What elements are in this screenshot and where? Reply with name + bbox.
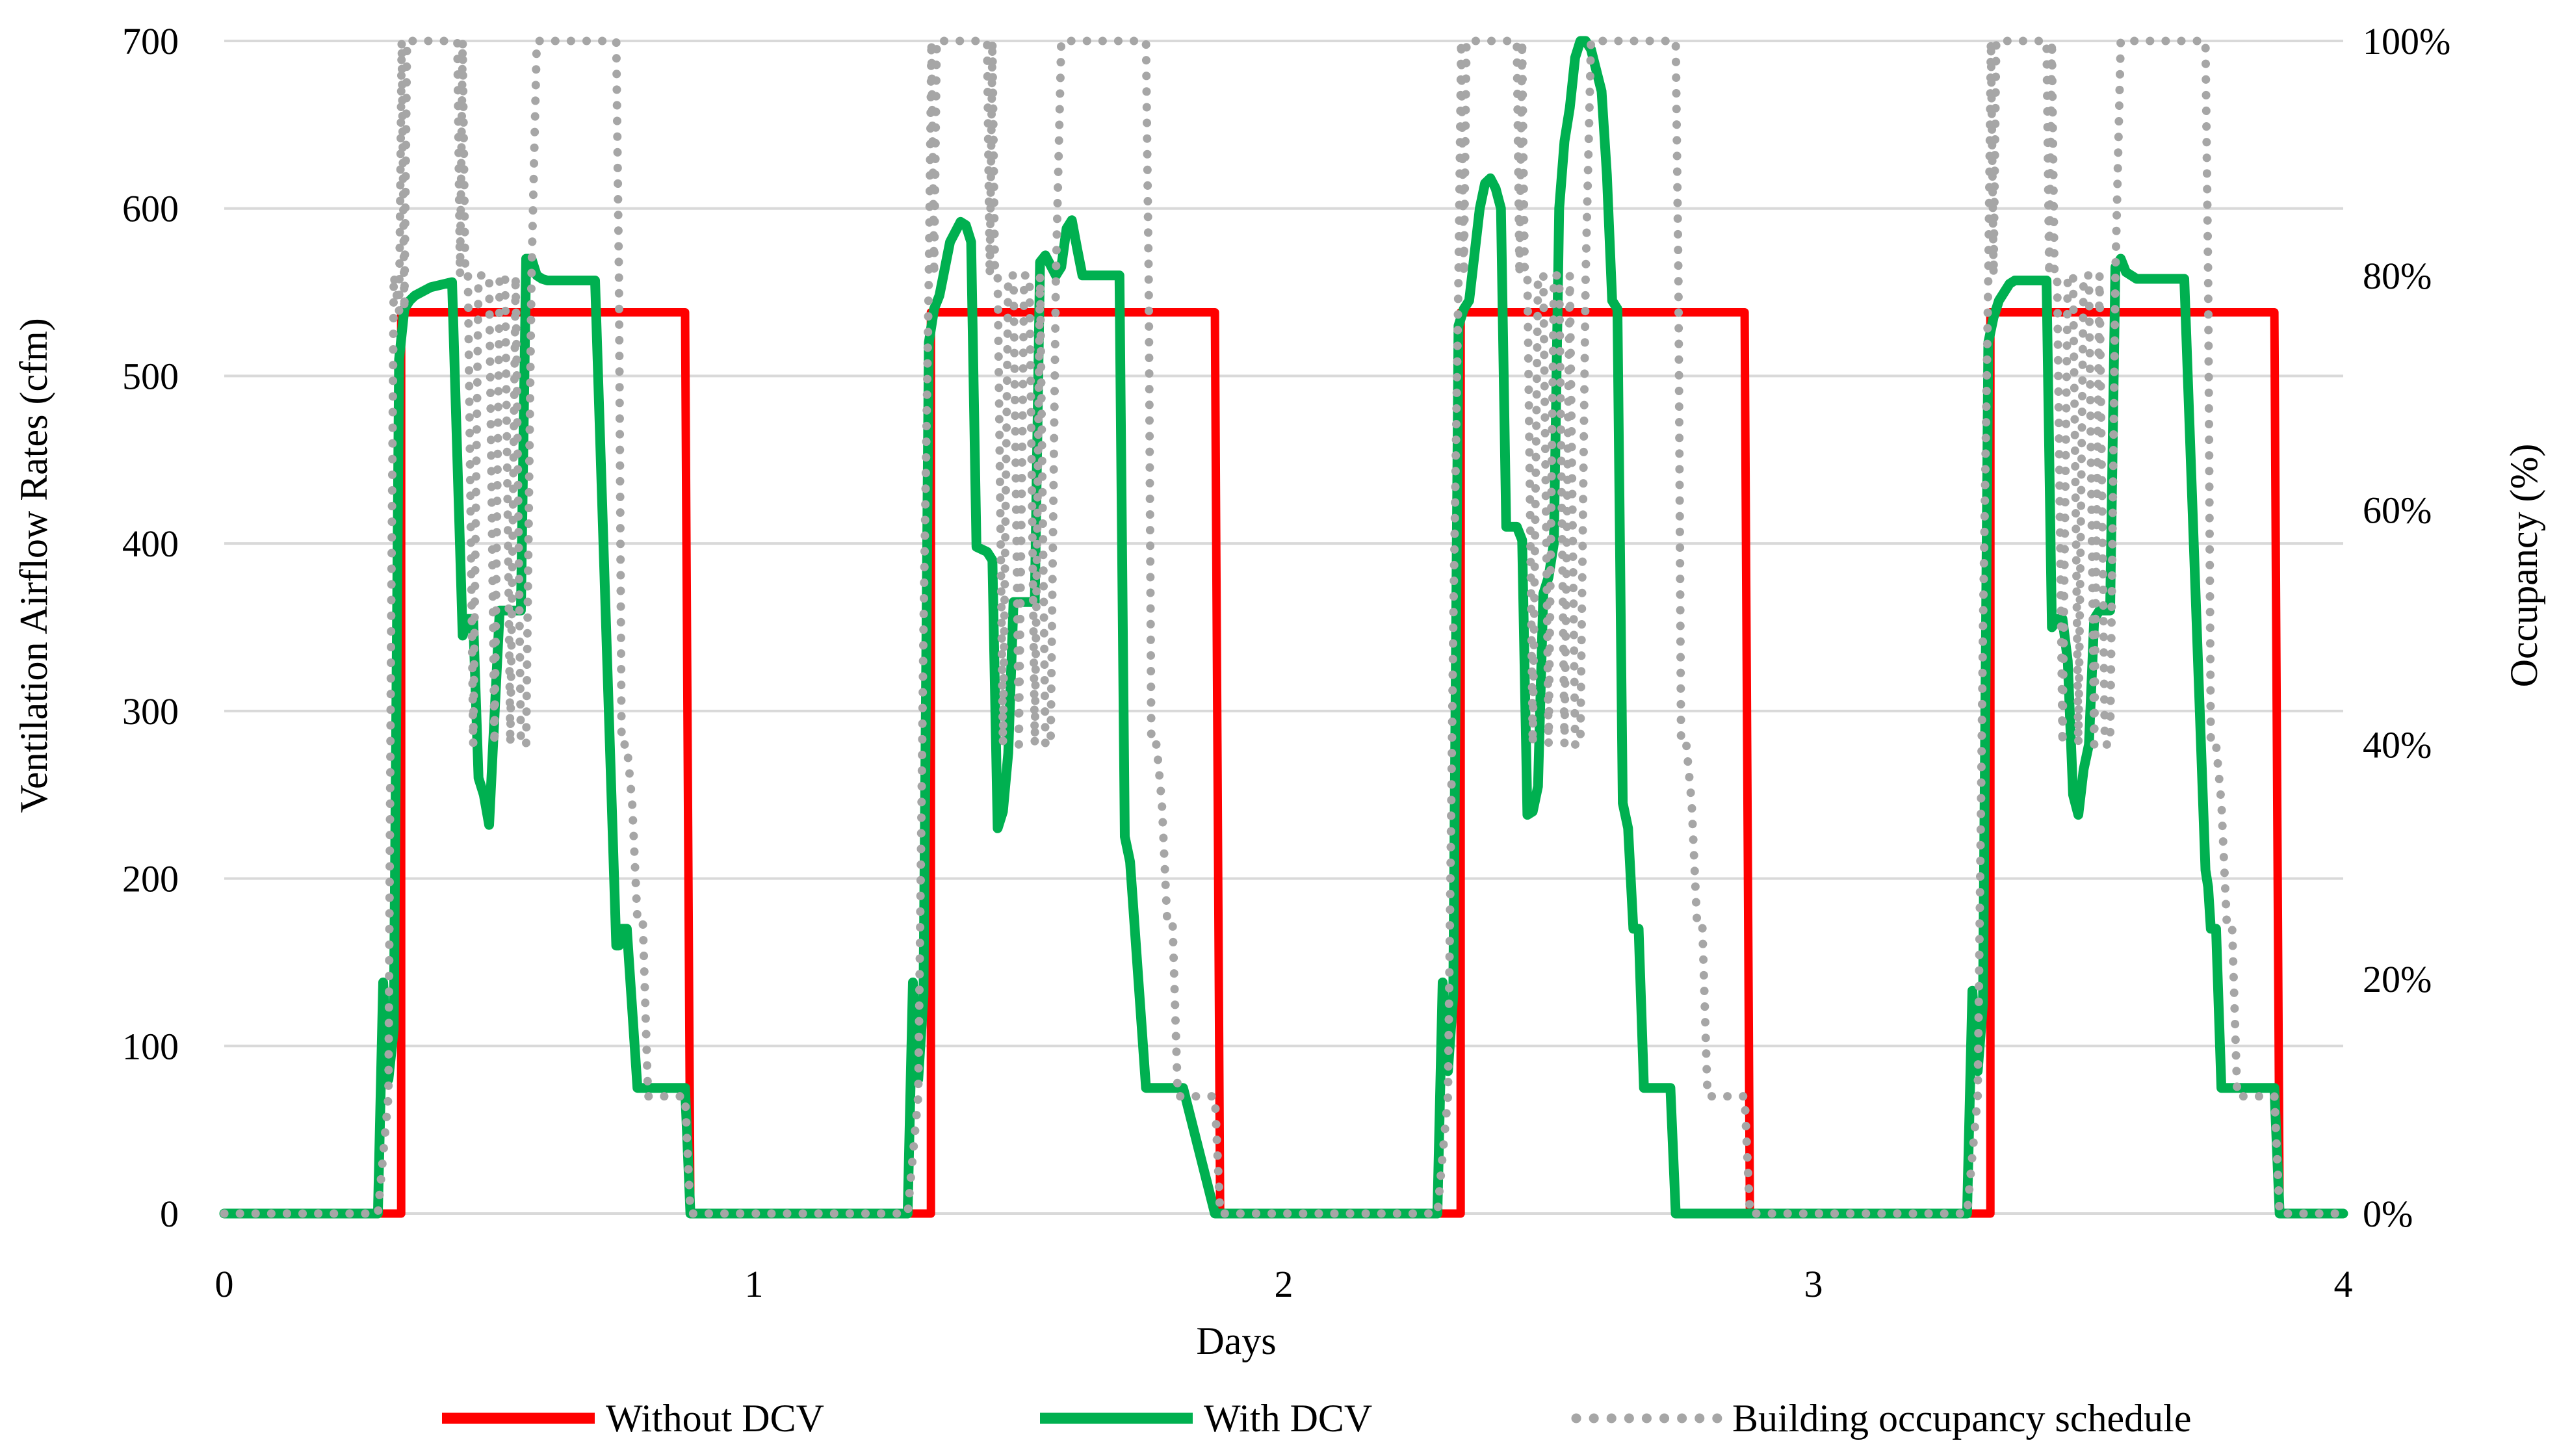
series-line-occupancy bbox=[220, 36, 2348, 1218]
series-line-without-dcv bbox=[224, 308, 2343, 1218]
y-tick-label-4: 400 bbox=[122, 523, 179, 565]
x-axis: 0 1 2 3 4 bbox=[215, 1263, 2353, 1305]
y-tick-label-3: 300 bbox=[122, 690, 179, 733]
x-tick-label-4: 4 bbox=[2334, 1263, 2353, 1305]
y-tick-label-7: 700 bbox=[122, 20, 179, 62]
y-tick-label-1: 100 bbox=[122, 1025, 179, 1067]
x-tick-label-1: 1 bbox=[745, 1263, 764, 1305]
y-axis-right: 0% 20% 40% 60% 80% 100% bbox=[2363, 20, 2450, 1235]
y2-tick-label-0: 0% bbox=[2363, 1193, 2413, 1235]
x-tick-label-2: 2 bbox=[1275, 1263, 1293, 1305]
legend-item-without-dcv: Without DCV bbox=[442, 1397, 824, 1440]
gridlines bbox=[224, 40, 2343, 1215]
legend-label-occupancy: Building occupancy schedule bbox=[1732, 1397, 2191, 1440]
y2-axis-title: Occupancy (%) bbox=[2502, 444, 2545, 688]
x-tick-label-0: 0 bbox=[215, 1263, 234, 1305]
y-tick-label-5: 500 bbox=[122, 355, 179, 397]
series-line-with-dcv bbox=[219, 36, 2348, 1219]
y-axis-left: 0 100 200 300 400 500 600 700 bbox=[122, 20, 179, 1235]
x-axis-title: Days bbox=[1196, 1320, 1276, 1362]
legend-item-with-dcv: With DCV bbox=[1040, 1397, 1372, 1440]
y2-tick-label-3: 60% bbox=[2363, 489, 2432, 532]
y2-tick-label-5: 100% bbox=[2363, 20, 2450, 62]
legend-item-occupancy: Building occupancy schedule bbox=[1571, 1397, 2191, 1440]
y-tick-label-0: 0 bbox=[160, 1193, 179, 1235]
legend-label-without-dcv: Without DCV bbox=[606, 1397, 824, 1440]
y-tick-label-6: 600 bbox=[122, 188, 179, 230]
y-axis-title: Ventilation Airflow Rates (cfm) bbox=[12, 318, 55, 812]
y2-tick-label-1: 20% bbox=[2363, 958, 2432, 1000]
legend: Without DCV With DCV Building occupancy … bbox=[442, 1397, 2191, 1440]
series-layer bbox=[219, 36, 2348, 1219]
legend-label-with-dcv: With DCV bbox=[1204, 1397, 1372, 1440]
x-tick-label-3: 3 bbox=[1804, 1263, 1823, 1305]
y-tick-label-2: 200 bbox=[122, 858, 179, 900]
y2-tick-label-4: 80% bbox=[2363, 255, 2432, 297]
y2-tick-label-2: 40% bbox=[2363, 723, 2432, 766]
